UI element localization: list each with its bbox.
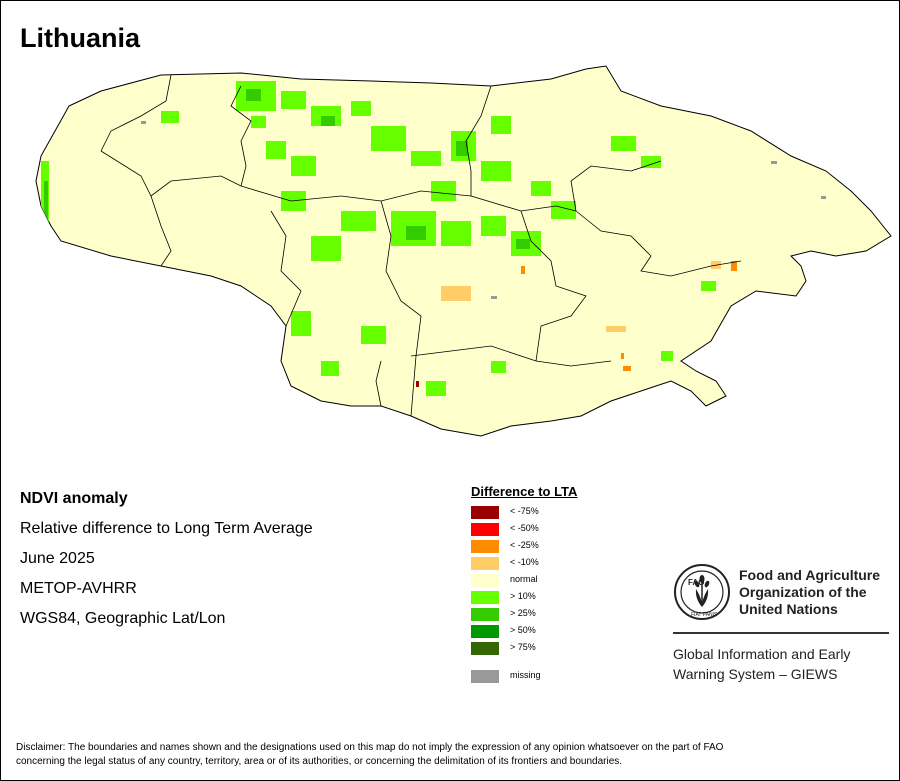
legend-swatch [471, 574, 499, 587]
legend-item: < -10% [471, 555, 577, 572]
legend-swatch [471, 625, 499, 638]
disclaimer-line: Disclaimer: The boundaries and names sho… [16, 742, 724, 753]
legend-label: < -10% [510, 557, 539, 567]
projection: WGS84, Geographic Lat/Lon [20, 610, 226, 627]
disclaimer-line: concerning the legal status of any count… [16, 756, 623, 767]
organization-name: Food and Agriculture Organization of the… [739, 567, 880, 618]
fao-emblem-icon: FAO FIAT PANIS [674, 564, 730, 620]
legend-item-missing: missing [471, 668, 577, 685]
map-metadata: NDVI anomaly Relative difference to Long… [20, 489, 313, 639]
legend-swatch [471, 670, 499, 683]
legend-label: > 75% [510, 642, 536, 652]
legend-label: normal [510, 574, 538, 584]
logo-letters: FAO [688, 578, 704, 587]
legend-item: > 50% [471, 623, 577, 640]
legend-swatch [471, 608, 499, 621]
legend-label: missing [510, 670, 541, 680]
legend-swatch [471, 642, 499, 655]
map-canvas [11, 61, 896, 446]
legend-label: > 25% [510, 608, 536, 618]
legend-swatch [471, 523, 499, 536]
legend-swatch [471, 557, 499, 570]
legend-item: normal [471, 572, 577, 589]
period: June 2025 [20, 550, 95, 567]
legend-swatch [471, 591, 499, 604]
disclaimer: Disclaimer: The boundaries and names sho… [16, 741, 886, 769]
sensor: METOP-AVHRR [20, 580, 137, 597]
logo-motto: FIAT PANIS [691, 612, 718, 618]
giews-line: Warning System – GIEWS [673, 666, 838, 682]
legend-item: < -50% [471, 521, 577, 538]
giews-label: Global Information and Early Warning Sys… [673, 644, 850, 684]
legend-label: < -25% [510, 540, 539, 550]
legend-label: > 50% [510, 625, 536, 635]
giews-line: Global Information and Early [673, 646, 851, 662]
map-title: Lithuania [20, 23, 140, 53]
admin-boundaries [100, 74, 742, 417]
legend: Difference to LTA < -75% < -50% < -25% <… [471, 484, 577, 685]
legend-label: < -50% [510, 523, 539, 533]
legend-item: < -75% [471, 504, 577, 521]
legend-item: > 75% [471, 640, 577, 657]
legend-label: > 10% [510, 591, 536, 601]
legend-swatch [471, 506, 499, 519]
org-name-line: Food and Agriculture [739, 567, 881, 583]
country-map [35, 65, 892, 437]
org-name-line: United Nations [739, 601, 838, 617]
country-shape [35, 65, 892, 437]
divider [673, 632, 889, 634]
legend-item: > 25% [471, 606, 577, 623]
product-description: Relative difference to Long Term Average [20, 520, 313, 537]
fao-logo: FAO FIAT PANIS [673, 563, 731, 626]
legend-label: < -75% [510, 506, 539, 516]
product-name: NDVI anomaly [20, 490, 128, 507]
legend-title: Difference to LTA [471, 484, 578, 499]
legend-swatch [471, 540, 499, 553]
anomaly-pixels [41, 81, 826, 396]
org-name-line: Organization of the [739, 584, 867, 600]
legend-item: < -25% [471, 538, 577, 555]
legend-item: > 10% [471, 589, 577, 606]
